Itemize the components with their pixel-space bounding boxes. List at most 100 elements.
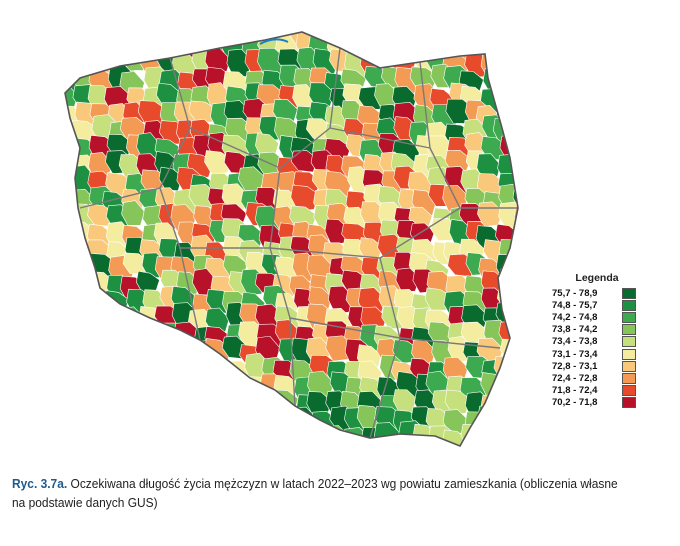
- powiat-cell: [516, 220, 518, 249]
- powiat-cell: [498, 268, 518, 297]
- powiat-cell: [90, 407, 120, 435]
- region-boundary: [269, 47, 341, 407]
- powiat-cell: [172, 447, 196, 458]
- powiat-cell: [73, 32, 101, 38]
- powiat-cell: [118, 439, 146, 446]
- region-boundary: [289, 317, 401, 339]
- powiat-cell: [89, 393, 116, 421]
- powiat-cell: [290, 438, 318, 446]
- powiat-cell: [143, 326, 169, 355]
- powiat-cell: [65, 321, 84, 348]
- powiat-cell: [259, 404, 285, 432]
- powiat-cell: [209, 410, 237, 439]
- powiat-cell: [102, 326, 133, 354]
- powiat-cell: [154, 370, 184, 396]
- region-boundary: [79, 187, 161, 209]
- powiat-cell: [91, 426, 120, 446]
- powiat-cell: [392, 32, 417, 40]
- powiat-cell: [75, 425, 103, 446]
- powiat-cell: [511, 47, 518, 70]
- powiat-cell: [290, 150, 319, 173]
- powiat-cell: [480, 427, 506, 446]
- legend-swatch: [622, 299, 636, 311]
- powiat-cell: [221, 371, 250, 396]
- powiat-cell: [141, 404, 166, 431]
- powiat-cell: [126, 409, 154, 437]
- powiat-cell: [177, 32, 202, 41]
- powiat-cell: [40, 18, 64, 40]
- powiat-cell: [191, 358, 222, 386]
- powiat-cell: [276, 441, 305, 446]
- powiat-cell: [176, 370, 205, 393]
- powiat-cells: [40, 18, 518, 458]
- powiat-cell: [136, 425, 164, 446]
- powiat-cell: [494, 442, 518, 446]
- powiat-cell: [72, 354, 102, 379]
- powiat-cell: [141, 32, 167, 59]
- powiat-cell: [65, 235, 80, 258]
- powiat-cell: [187, 406, 215, 434]
- powiat-cell: [122, 321, 149, 350]
- legend-row: 73,1 - 73,4: [552, 348, 642, 360]
- legend-swatch: [622, 397, 636, 409]
- powiat-cell: [514, 166, 518, 192]
- powiat-cell: [510, 358, 518, 387]
- powiat-cell: [256, 423, 284, 446]
- legend-label: 70,2 - 71,8: [552, 397, 598, 409]
- powiat-cell: [65, 256, 70, 287]
- powiat-cell: [225, 391, 251, 419]
- powiat-cell: [379, 443, 405, 446]
- powiat-cell: [174, 422, 201, 446]
- legend-row: 75,7 - 78,9: [552, 287, 642, 299]
- powiat-cell: [69, 307, 97, 333]
- powiat-cell: [123, 336, 153, 363]
- powiat-cell: [510, 103, 518, 130]
- powiat-cell: [101, 411, 128, 435]
- powiat-cell: [242, 407, 267, 431]
- powiat-cell: [512, 184, 518, 212]
- powiat-cell: [65, 424, 79, 446]
- powiat-cell: [65, 50, 80, 79]
- powiat-cell: [172, 387, 199, 415]
- powiat-cell: [412, 32, 438, 62]
- region-boundary: [419, 61, 518, 209]
- powiat-cell: [65, 271, 77, 297]
- powiat-cell: [87, 32, 115, 45]
- legend-row: 73,4 - 73,8: [552, 336, 642, 348]
- region-boundary: [189, 127, 281, 169]
- legend-label: 73,8 - 74,2: [552, 324, 598, 336]
- powiat-cell: [203, 360, 228, 388]
- legend-label: 73,1 - 73,4: [552, 348, 598, 360]
- powiat-cell: [363, 32, 387, 50]
- powiat-cell: [497, 392, 518, 418]
- powiat-cell: [517, 392, 518, 422]
- powiat-cell: [65, 388, 78, 413]
- powiat-cell: [159, 355, 184, 383]
- legend-row: 70,2 - 71,8: [552, 397, 642, 409]
- legend-row: 71,8 - 72,4: [552, 385, 642, 397]
- legend-label: 72,4 - 72,8: [552, 372, 598, 384]
- powiat-cell: [73, 340, 98, 370]
- legend-title: Legenda: [575, 272, 619, 284]
- powiat-cell: [342, 32, 371, 38]
- powiat-cell: [71, 286, 96, 310]
- powiat-cell: [477, 444, 507, 446]
- caption-text: Oczekiwana długość życia mężczyzn w lata…: [12, 476, 618, 510]
- legend-swatch: [622, 385, 636, 397]
- powiat-cell: [40, 168, 58, 191]
- powiat-cell: [497, 427, 518, 446]
- powiat-cell: [65, 216, 82, 245]
- powiat-cell: [289, 427, 319, 446]
- powiat-cell: [242, 441, 268, 446]
- hel-peninsula: [259, 38, 289, 45]
- legend-swatch: [622, 372, 636, 384]
- powiat-cell: [494, 32, 518, 46]
- powiat-cell: [40, 429, 60, 453]
- legend-swatch: [622, 348, 636, 360]
- powiat-cell: [500, 338, 518, 362]
- powiat-cell: [512, 406, 518, 432]
- powiat-cell: [40, 308, 61, 334]
- powiat-cell: [88, 335, 114, 359]
- powiat-cell: [65, 289, 80, 316]
- map-legend: Legenda 75,7 - 78,9 74,8 - 75,7 74,2 - 74,…: [552, 272, 642, 409]
